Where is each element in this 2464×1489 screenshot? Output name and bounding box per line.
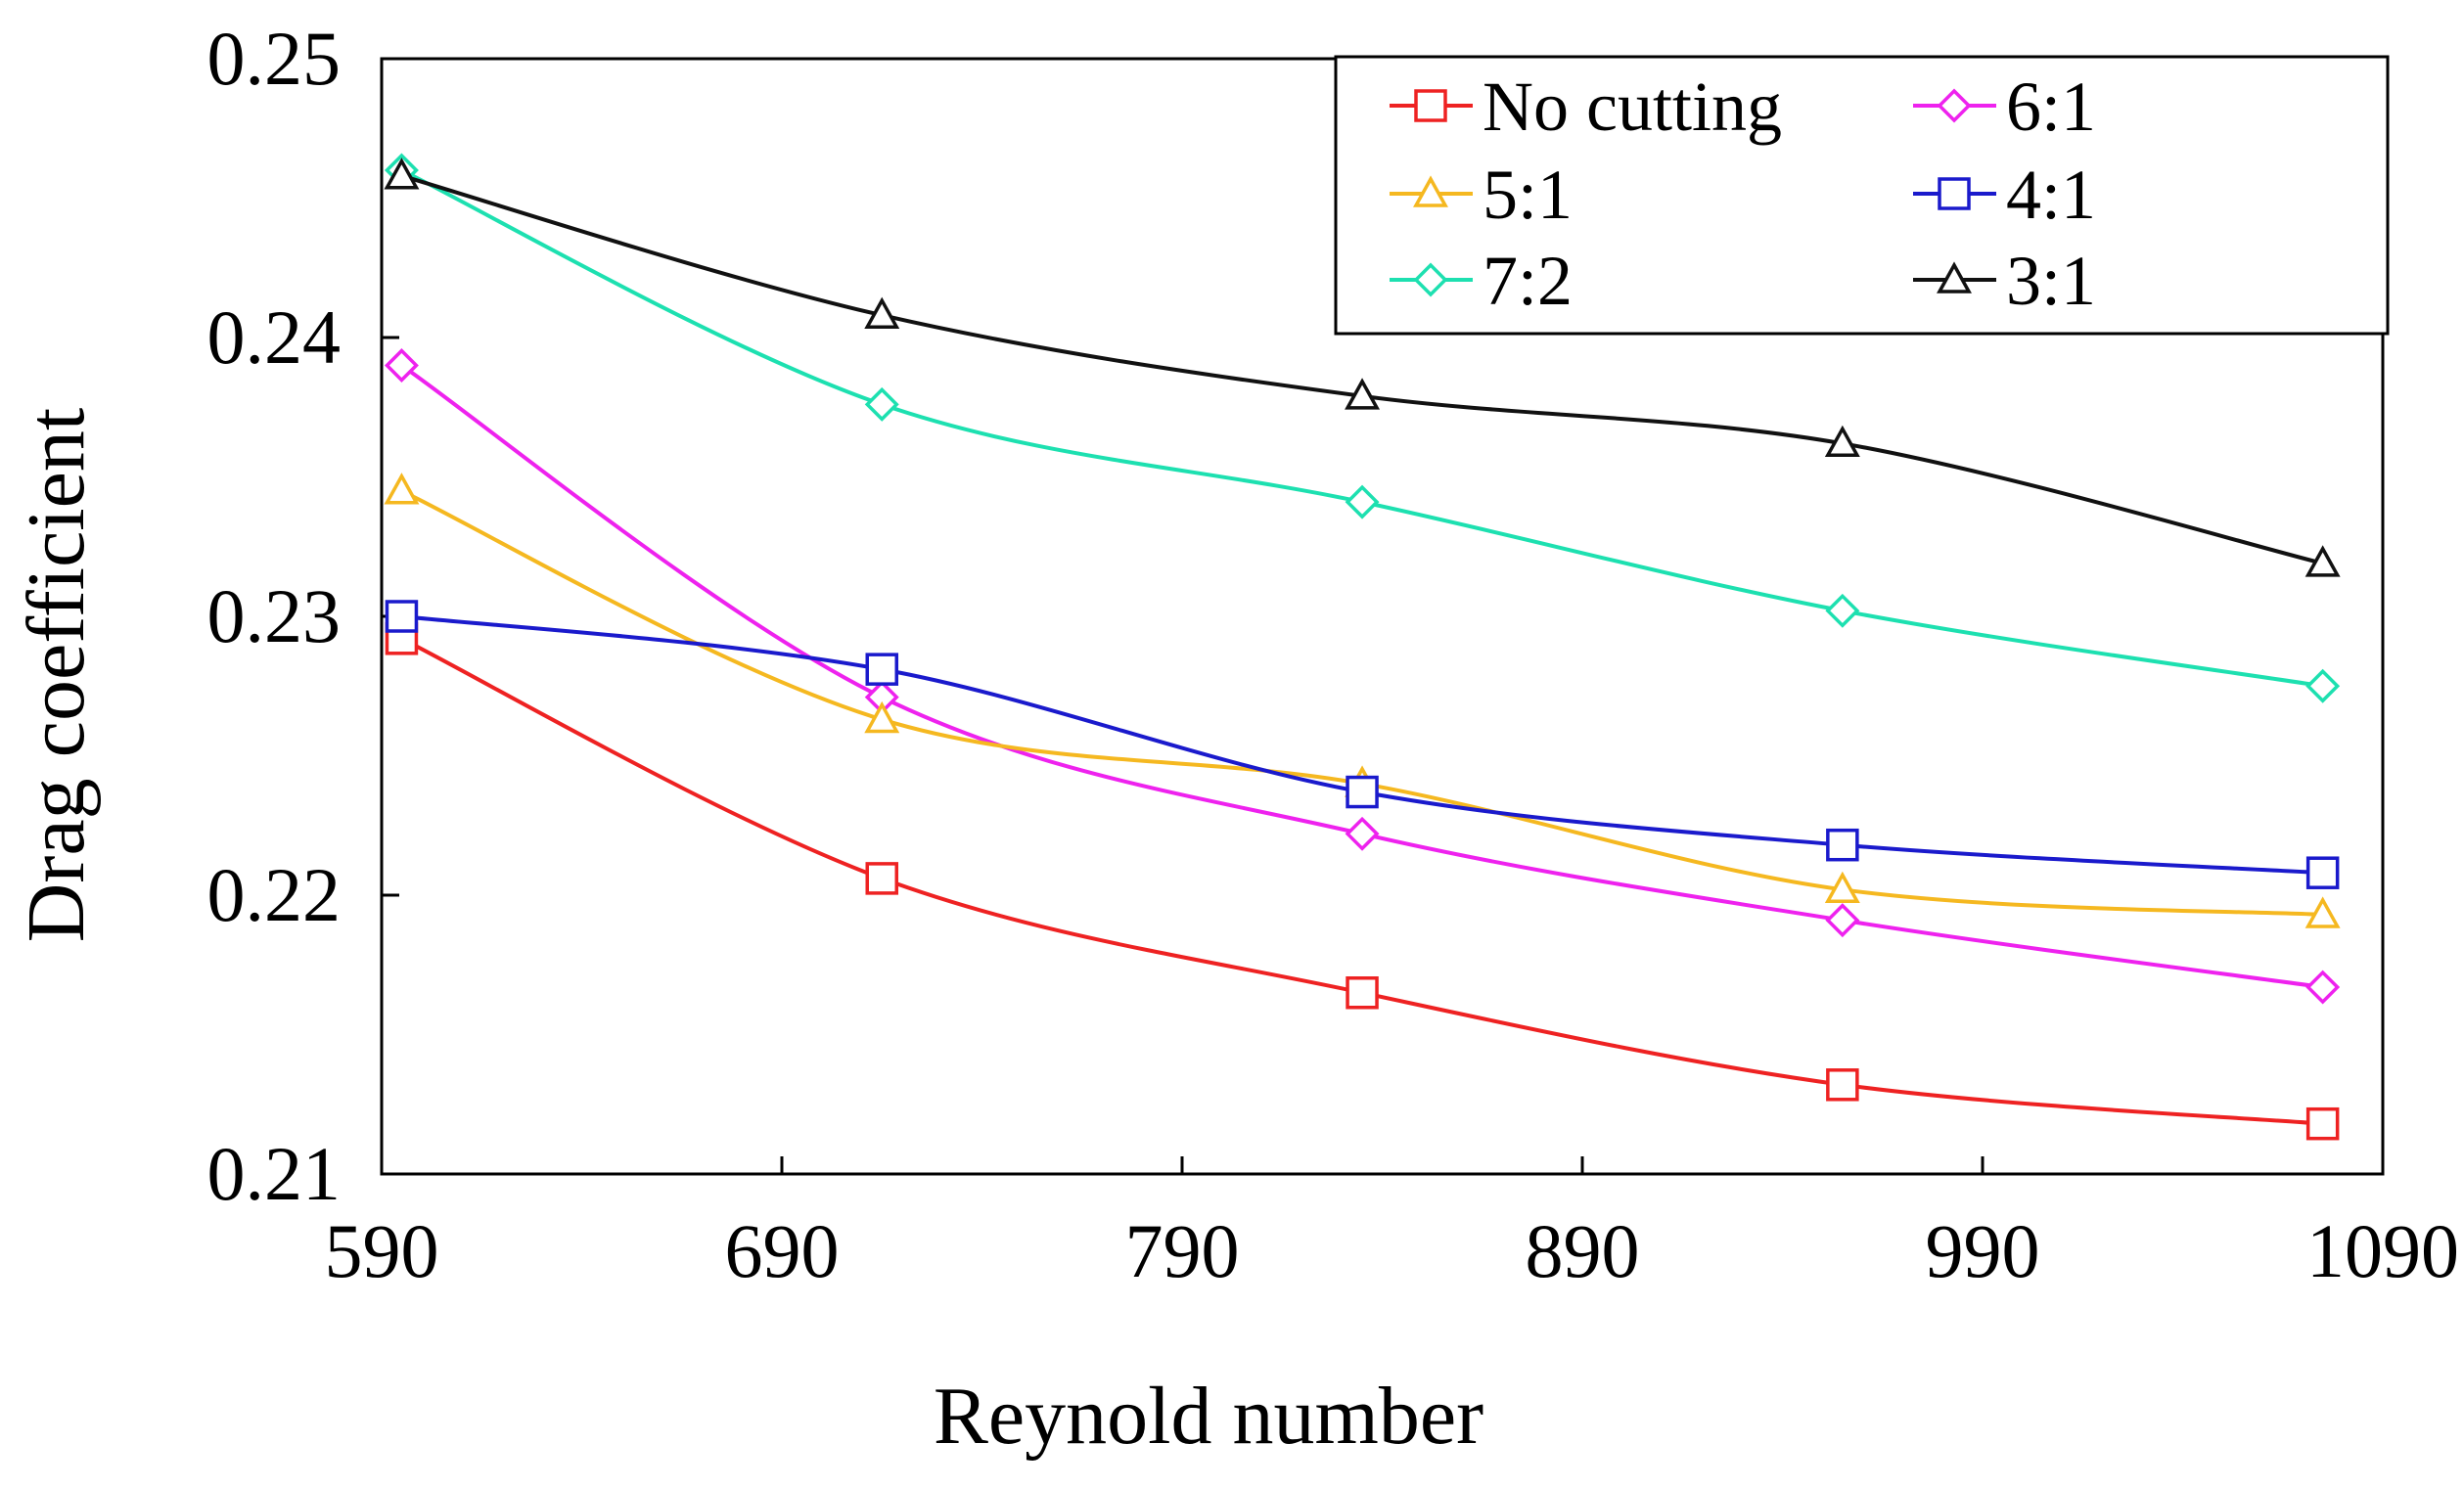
legend-entry-no-cutting: No cutting bbox=[1390, 68, 1782, 146]
legend-entry-6-1: 6:1 bbox=[1913, 68, 2096, 146]
data-point-7-2 bbox=[864, 386, 899, 422]
x-tick-label: 890 bbox=[1526, 1208, 1640, 1293]
data-point-3-1 bbox=[1824, 425, 1860, 458]
legend-entry-3-1: 3:1 bbox=[1913, 242, 2096, 320]
x-tick-label: 590 bbox=[325, 1208, 439, 1293]
data-point-no-cutting bbox=[1346, 976, 1379, 1010]
series-line-no-cutting bbox=[400, 637, 2323, 1126]
y-tick-label: 0.22 bbox=[207, 852, 342, 937]
legend-marker-3-1 bbox=[1937, 261, 1972, 293]
legend-label-no-cutting: No cutting bbox=[1483, 68, 1782, 146]
data-point-3-1 bbox=[2304, 545, 2341, 577]
legend-label-5-1: 5:1 bbox=[1483, 156, 1573, 234]
data-point-6-1 bbox=[384, 348, 419, 383]
data-point-4-1 bbox=[385, 600, 419, 633]
series-6-1 bbox=[384, 348, 2341, 1005]
series-line-5-1 bbox=[400, 488, 2323, 917]
legend-entry-4-1: 4:1 bbox=[1913, 156, 2096, 234]
data-point-3-1 bbox=[864, 296, 900, 329]
data-point-4-1 bbox=[865, 653, 898, 686]
data-point-3-1 bbox=[1345, 378, 1381, 410]
series-3-1 bbox=[384, 158, 2341, 577]
data-point-4-1 bbox=[1346, 775, 1379, 809]
x-axis-title: Reynold number bbox=[934, 1371, 1483, 1462]
y-tick-label: 0.21 bbox=[207, 1131, 342, 1216]
y-tick-label: 0.23 bbox=[207, 573, 342, 658]
data-point-no-cutting bbox=[2305, 1106, 2340, 1141]
data-point-5-1 bbox=[864, 700, 900, 734]
data-point-5-1 bbox=[1824, 871, 1860, 904]
data-point-4-1 bbox=[2305, 856, 2340, 889]
data-point-7-2 bbox=[1825, 593, 1860, 628]
legend-label-3-1: 3:1 bbox=[2006, 242, 2096, 320]
data-point-7-2 bbox=[1345, 484, 1380, 519]
x-tick-label: 790 bbox=[1125, 1208, 1240, 1293]
legend-label-7-2: 7:2 bbox=[1483, 242, 1573, 320]
series-no-cutting bbox=[385, 622, 2340, 1141]
data-point-5-1 bbox=[2304, 896, 2341, 928]
x-tick-label: 690 bbox=[725, 1208, 840, 1293]
legend-label-4-1: 4:1 bbox=[2006, 156, 2096, 234]
legend-box bbox=[1334, 55, 2390, 336]
series-4-1 bbox=[385, 600, 2340, 889]
data-point-7-2 bbox=[2305, 668, 2341, 703]
series-line-6-1 bbox=[400, 363, 2323, 990]
x-tick-label: 990 bbox=[1926, 1208, 2040, 1293]
y-axis-title: Drag coefficient bbox=[11, 408, 102, 943]
legend-entry-7-2: 7:2 bbox=[1390, 242, 1573, 320]
data-point-4-1 bbox=[1826, 828, 1859, 862]
legend-marker-7-2 bbox=[1413, 262, 1448, 297]
legend-marker-no-cutting bbox=[1414, 89, 1447, 122]
legend-entry-5-1: 5:1 bbox=[1390, 156, 1573, 234]
x-tick-label: 1090 bbox=[2306, 1208, 2459, 1293]
data-point-6-1 bbox=[1345, 816, 1380, 851]
legend-marker-5-1 bbox=[1413, 175, 1448, 207]
legend-label-6-1: 6:1 bbox=[2006, 68, 2096, 146]
y-tick-label: 0.24 bbox=[207, 294, 342, 380]
data-point-6-1 bbox=[1825, 903, 1860, 938]
legend-marker-6-1 bbox=[1937, 88, 1972, 123]
legend-marker-4-1 bbox=[1938, 177, 1971, 210]
data-point-6-1 bbox=[2305, 970, 2341, 1005]
data-point-no-cutting bbox=[1826, 1068, 1859, 1102]
data-point-no-cutting bbox=[865, 862, 898, 895]
data-point-3-1 bbox=[384, 158, 420, 190]
data-point-5-1 bbox=[384, 473, 420, 505]
y-tick-label: 0.25 bbox=[207, 16, 342, 101]
